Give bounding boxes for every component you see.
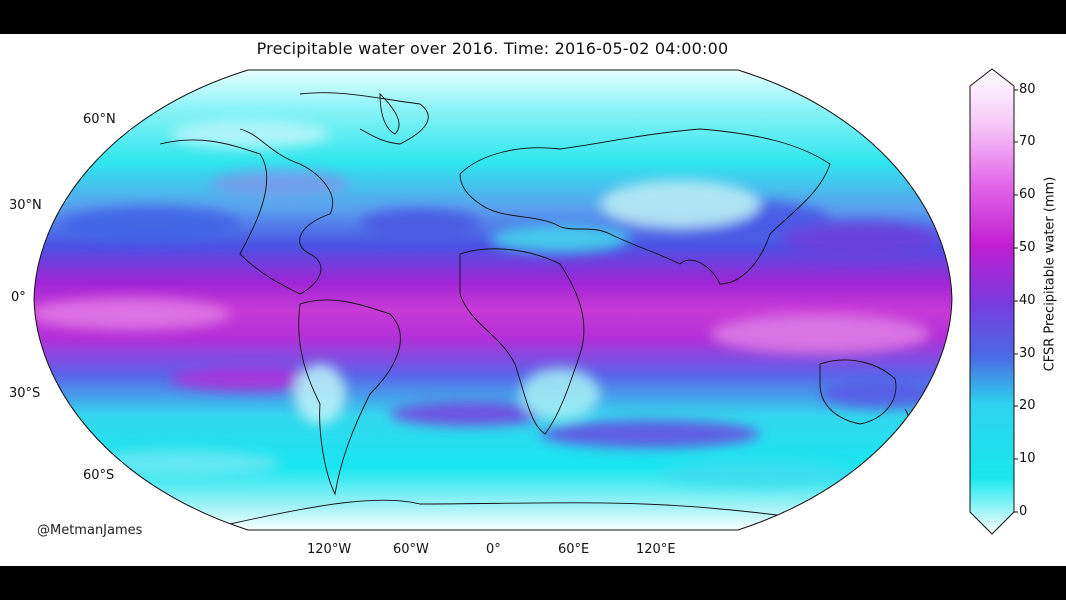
colorbar-tick-80: 80 [1019,82,1036,97]
lat-label-30n: 30°N [9,198,42,213]
lon-label-60e: 60°E [558,542,590,557]
colorbar-tick-60: 60 [1019,187,1036,202]
colorbar [969,68,1018,535]
map-canvas [33,68,1018,535]
letterbox-top [0,0,1066,34]
lat-label-60n: 60°N [83,112,116,127]
lon-label-120w: 120°W [307,542,352,557]
lon-label-0: 0° [486,542,501,557]
colorbar-tick-30: 30 [1019,346,1036,361]
lat-label-0: 0° [11,290,26,305]
letterbox-bottom [0,566,1066,600]
colorbar-tick-50: 50 [1019,240,1036,255]
colorbar-tick-40: 40 [1019,293,1036,308]
lon-label-60w: 60°W [393,542,429,557]
author-credit: @MetmanJames [37,523,143,538]
precipitable-water-field [34,70,952,530]
colorbar-tick-20: 20 [1019,398,1036,413]
colorbar-label: CFSR Precipitable water (mm) [1042,176,1058,372]
figure-title: Precipitable water over 2016. Time: 2016… [256,39,729,58]
coastlines [159,92,910,530]
colorbar-tick-70: 70 [1019,134,1036,149]
colorbar-tick-0: 0 [1019,504,1028,519]
lat-label-30s: 30°S [9,386,41,401]
lat-label-60s: 60°S [83,468,115,483]
lon-label-120e: 120°E [636,542,676,557]
colorbar-tick-10: 10 [1019,451,1036,466]
map-figure: Precipitable water over 2016. Time: 2016… [0,34,1066,566]
globe-outline [33,69,953,531]
